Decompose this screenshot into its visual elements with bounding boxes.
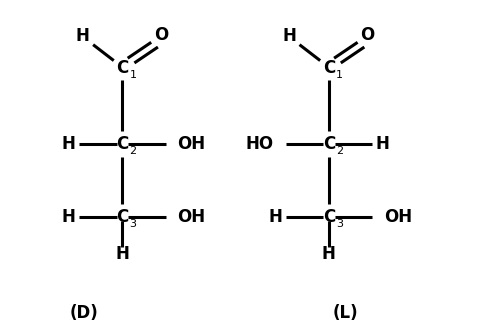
Text: O: O xyxy=(360,26,374,44)
Text: OH: OH xyxy=(384,208,412,226)
Text: C: C xyxy=(323,59,335,77)
Text: H: H xyxy=(376,135,389,153)
Text: 2: 2 xyxy=(130,146,136,156)
Text: H: H xyxy=(282,27,296,45)
Text: 3: 3 xyxy=(130,219,136,229)
Text: 2: 2 xyxy=(336,146,343,156)
Text: OH: OH xyxy=(178,208,206,226)
Text: (L): (L) xyxy=(333,304,359,322)
Text: H: H xyxy=(62,208,75,226)
Text: H: H xyxy=(322,245,336,263)
Text: H: H xyxy=(62,135,75,153)
Text: 1: 1 xyxy=(336,70,343,80)
Text: C: C xyxy=(116,208,129,226)
Text: C: C xyxy=(323,208,335,226)
Text: HO: HO xyxy=(245,135,274,153)
Text: H: H xyxy=(116,245,129,263)
Text: H: H xyxy=(76,27,89,45)
Text: (D): (D) xyxy=(70,304,98,322)
Text: C: C xyxy=(323,135,335,153)
Text: 3: 3 xyxy=(336,219,343,229)
Text: 1: 1 xyxy=(130,70,136,80)
Text: C: C xyxy=(116,59,129,77)
Text: OH: OH xyxy=(178,135,206,153)
Text: H: H xyxy=(268,208,282,226)
Text: O: O xyxy=(154,26,168,44)
Text: C: C xyxy=(116,135,129,153)
